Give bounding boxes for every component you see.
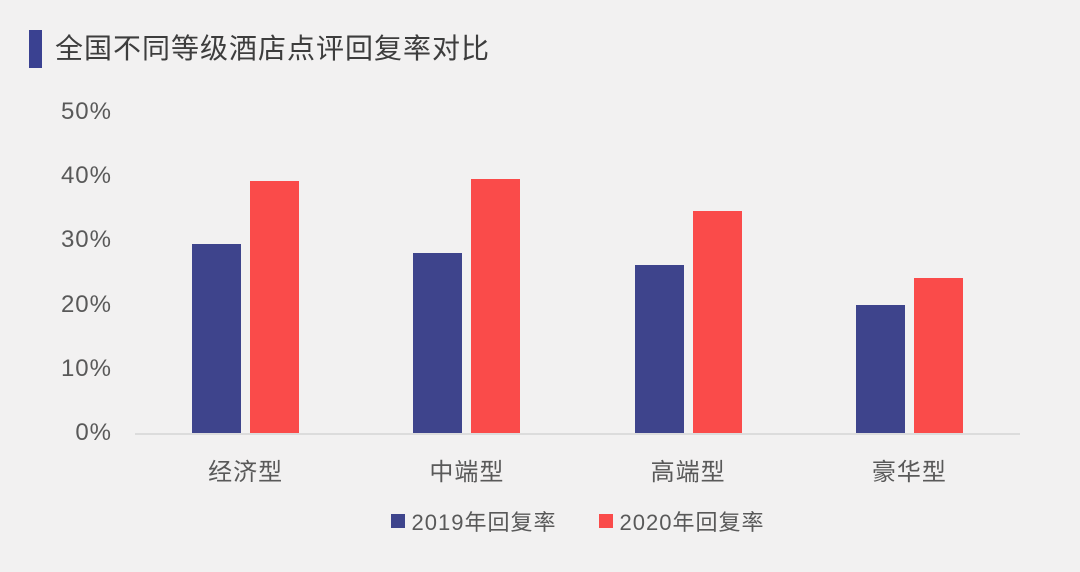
legend-label: 2019年回复率	[411, 510, 557, 535]
bar-group-1	[356, 112, 577, 433]
y-axis-tick-label: 40%	[60, 162, 112, 190]
y-axis-tick-label: 0%	[75, 419, 112, 446]
chart-legend: 2019年回复率 2020年回复率	[135, 505, 1020, 537]
y-axis-tick-label: 30%	[60, 226, 112, 254]
bar-groups	[135, 112, 1020, 433]
bar-g0-s1	[250, 181, 300, 433]
bar-g1-s0	[413, 252, 463, 433]
bar-g3-s1	[913, 278, 963, 433]
x-axis-label-1: 中端型	[429, 459, 505, 486]
bar-g1-s1	[471, 178, 521, 433]
bar-group-3	[799, 112, 1020, 433]
x-axis-label-3: 豪华型	[871, 459, 947, 486]
legend-swatch-icon	[598, 514, 613, 528]
legend-label: 2020年回复率	[619, 510, 765, 535]
legend-item-s0: 2019年回复率	[390, 505, 557, 537]
bar-g2-s0	[634, 264, 684, 433]
y-axis-tick-label: 20%	[60, 290, 112, 318]
x-axis-line	[135, 433, 1020, 435]
y-axis-tick-label: 10%	[60, 354, 112, 382]
chart-header: 全国不同等级酒店点评回复率对比	[29, 30, 490, 68]
x-axis-label-2: 高端型	[650, 459, 726, 486]
y-axis-tick-label: 50%	[60, 98, 112, 125]
legend-item-s1: 2020年回复率	[598, 505, 765, 537]
bar-g2-s1	[692, 210, 742, 433]
bar-group-2	[578, 112, 799, 433]
page-title: 全国不同等级酒店点评回复率对比	[55, 33, 491, 64]
title-accent-bar	[29, 30, 42, 68]
legend-swatch-icon	[390, 514, 405, 528]
bar-g0-s0	[192, 243, 242, 433]
bar-group-0	[135, 112, 356, 433]
bar-g3-s0	[855, 305, 905, 433]
x-axis-label-0: 经济型	[208, 459, 284, 486]
x-axis-labels: 经济型 中端型 高端型 豪华型	[135, 452, 1020, 487]
